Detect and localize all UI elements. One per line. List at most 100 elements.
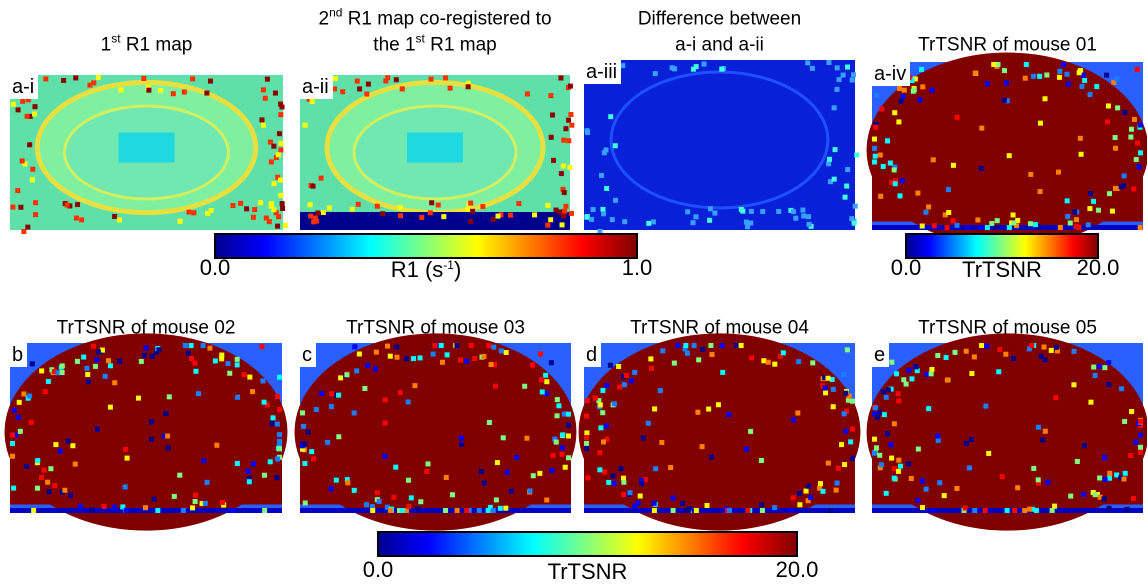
pixel: [695, 409, 701, 415]
pixel: [1030, 506, 1036, 512]
pixel: [1064, 71, 1070, 77]
pixel: [205, 210, 211, 216]
pixel: [326, 205, 332, 211]
pixel: [544, 497, 550, 503]
pixel: [1064, 198, 1070, 204]
pixel: [926, 406, 932, 412]
pixel: [107, 363, 113, 369]
pixel: [701, 61, 707, 67]
pixel: [15, 107, 21, 113]
pixel: [185, 350, 191, 356]
pixel: [559, 445, 565, 451]
pixel: [733, 343, 739, 348]
pixel: [670, 495, 676, 501]
pixel: [1097, 494, 1103, 500]
brain-outline: [609, 70, 830, 210]
pixel: [493, 497, 499, 503]
pixel: [1065, 214, 1071, 220]
pixel: [550, 157, 556, 163]
pixel: [759, 502, 765, 508]
pixel: [1128, 134, 1134, 140]
pixel: [1131, 186, 1137, 192]
pixel: [693, 508, 699, 513]
pixel: [369, 504, 375, 510]
pixel: [877, 465, 883, 471]
pixel: [1133, 439, 1139, 445]
pixel: [935, 433, 941, 439]
pixel: [45, 479, 51, 485]
pixel: [621, 479, 627, 485]
pixel: [94, 357, 100, 363]
pixel: [454, 343, 460, 348]
pixel: [272, 90, 278, 96]
pixel: [1026, 346, 1032, 352]
pixel: [443, 508, 449, 513]
pixel: [393, 77, 399, 83]
pixel: [903, 381, 909, 387]
pixel: [919, 505, 925, 511]
pixel: [818, 481, 824, 487]
text-run: R1 map co-registered to: [342, 8, 552, 30]
pixel: [411, 356, 417, 362]
pixel: [252, 207, 258, 213]
pixel: [428, 76, 434, 82]
pixel: [1124, 506, 1130, 512]
pixel: [397, 508, 403, 513]
pixel: [308, 213, 314, 219]
pixel: [660, 348, 666, 354]
pixel: [245, 468, 251, 474]
pixel: [897, 193, 903, 199]
pixel: [659, 439, 665, 445]
pixel: [566, 433, 571, 439]
pixel: [419, 214, 425, 220]
pixel: [892, 110, 898, 116]
pixel: [623, 373, 629, 379]
text-run: TrTSNR: [547, 559, 628, 584]
pixel: [382, 397, 388, 403]
pixel: [391, 494, 397, 500]
pixel: [476, 508, 482, 513]
pixel: [1091, 198, 1097, 204]
pixel: [830, 386, 836, 392]
pixel: [604, 185, 610, 191]
pixel: [844, 347, 850, 353]
pixel: [621, 374, 627, 380]
pixel: [610, 473, 616, 479]
pixel: [585, 130, 591, 136]
pixel: [558, 75, 564, 81]
pixel: [609, 217, 615, 223]
pixel: [336, 392, 342, 398]
pixel: [806, 483, 812, 489]
pixel: [149, 353, 155, 359]
pixel: [277, 446, 282, 452]
pixel: [15, 414, 21, 420]
pixel: [1081, 491, 1087, 497]
pixel: [438, 343, 444, 348]
pixel: [557, 209, 563, 215]
pixel: [405, 399, 411, 405]
pixel: [406, 477, 412, 483]
pixel: [73, 215, 79, 221]
pixel: [417, 355, 423, 361]
pixel: [929, 87, 935, 93]
pixel: [498, 348, 504, 354]
pixel: [365, 362, 371, 368]
pixel: [468, 200, 474, 206]
pixel: [538, 377, 544, 383]
pixel: [264, 76, 270, 82]
pixel: [380, 211, 386, 217]
pixel: [1001, 68, 1007, 74]
pixel: [835, 465, 841, 471]
pixel: [628, 378, 634, 384]
pixel: [432, 343, 438, 348]
pixel: [708, 454, 714, 460]
pixel: [690, 66, 696, 72]
pixel: [841, 411, 847, 417]
pixel: [612, 143, 618, 149]
text-run: 2: [318, 8, 330, 30]
pixel: [95, 349, 101, 355]
pixel: [33, 212, 39, 218]
pixel: [357, 86, 363, 92]
pixel: [382, 420, 388, 426]
text-run: Difference between: [637, 8, 802, 30]
